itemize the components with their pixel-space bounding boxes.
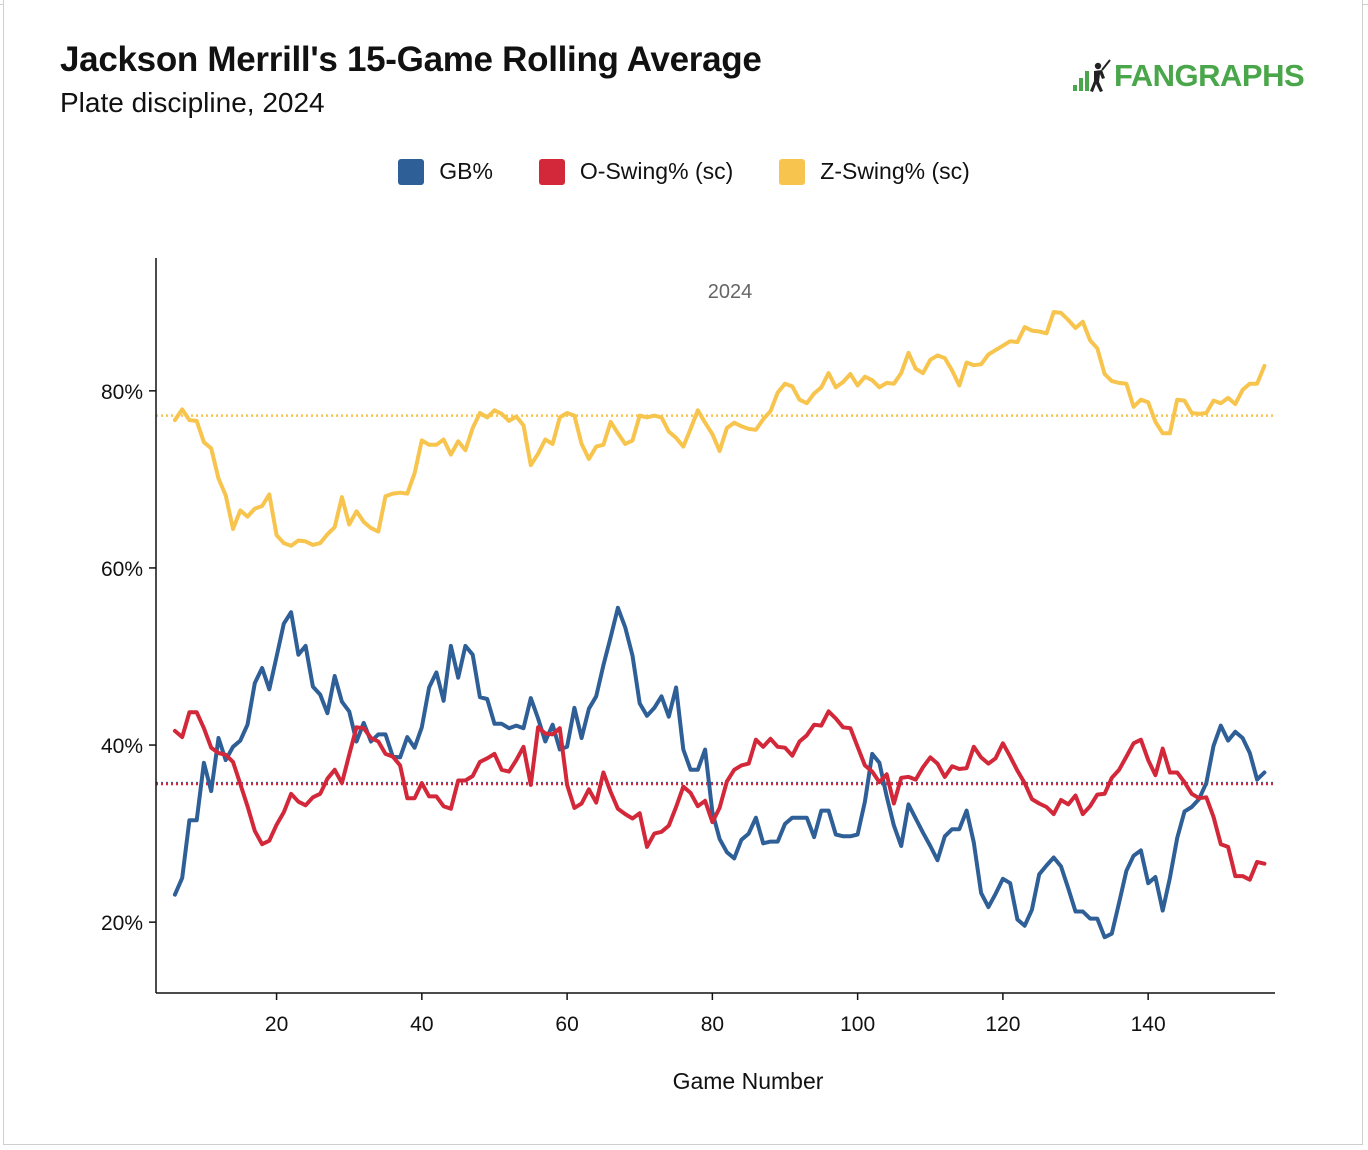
x-tick-label: 20 xyxy=(265,1013,288,1036)
legend-item-gb: GB% xyxy=(398,158,493,185)
y-tick-label: 60% xyxy=(101,558,143,581)
legend-label-zswing: Z-Swing% (sc) xyxy=(820,158,970,184)
y-tick-label: 20% xyxy=(101,912,143,935)
y-tick-label: 80% xyxy=(101,381,143,404)
series-line-0 xyxy=(172,605,1267,940)
legend-swatch-gb xyxy=(398,158,425,185)
x-tick-label: 100 xyxy=(840,1013,875,1036)
chart-title: Jackson Merrill's 15-Game Rolling Averag… xyxy=(60,40,762,79)
reference-lines xyxy=(156,414,1275,786)
axes xyxy=(155,258,1275,994)
x-tick-label: 40 xyxy=(410,1013,433,1036)
chart-subtitle: Plate discipline, 2024 xyxy=(60,87,325,118)
x-tick-label: 80 xyxy=(701,1013,724,1036)
series-line-1 xyxy=(172,709,1267,882)
fangraphs-logo: FANGRAPHS xyxy=(1072,56,1305,96)
series-line-2 xyxy=(172,310,1267,548)
legend-item-oswing: O-Swing% (sc) xyxy=(538,158,734,185)
x-tick-label: 140 xyxy=(1131,1013,1166,1036)
panel-label: 2024 xyxy=(708,281,753,303)
legend-swatch-oswing xyxy=(538,158,565,185)
legend-swatch-zswing xyxy=(779,158,806,185)
legend: GB% O-Swing% (sc) Z-Swing% (sc) xyxy=(0,158,1368,185)
legend-label-oswing: O-Swing% (sc) xyxy=(579,158,734,184)
chart-frame xyxy=(3,0,1363,1145)
x-tick-label: 120 xyxy=(985,1013,1020,1036)
x-ticks: 20 40 60 80 100 120 140 xyxy=(265,993,1166,1036)
y-tick-label: 40% xyxy=(101,735,143,758)
legend-label-gb: GB% xyxy=(439,158,493,184)
legend-item-zswing: Z-Swing% (sc) xyxy=(779,158,970,185)
brand-wordmark: FANGRAPHS xyxy=(1114,58,1305,93)
x-tick-label: 60 xyxy=(555,1013,578,1036)
y-ticks: 20% 40% 60% 80% xyxy=(101,381,156,935)
series-lines xyxy=(172,310,1267,940)
x-axis-label: Game Number xyxy=(673,1068,824,1094)
batter-logo-icon xyxy=(1073,59,1111,92)
